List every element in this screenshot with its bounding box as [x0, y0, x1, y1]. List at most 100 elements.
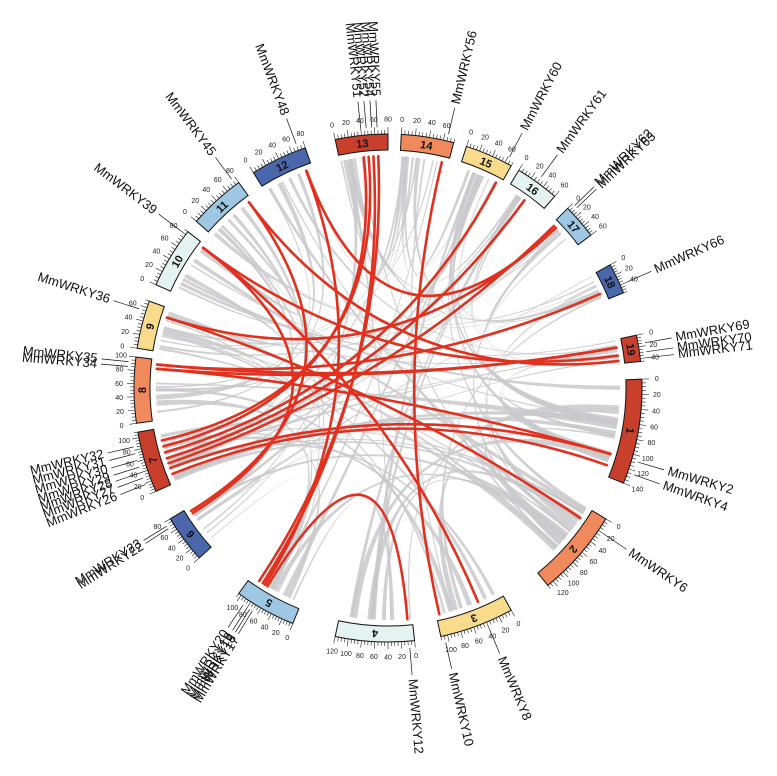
scale-tick	[615, 272, 621, 275]
scale-tick	[505, 156, 508, 162]
scale-tick-label: 60	[475, 639, 483, 646]
scale-tick	[466, 140, 468, 147]
scale-tick	[303, 141, 305, 148]
scale-tick-label: 60	[589, 559, 597, 566]
scale-tick-label: 0	[186, 565, 190, 572]
scale-tick	[344, 638, 345, 642]
scale-tick	[211, 200, 214, 203]
scale-tick-label: 40	[115, 395, 123, 402]
scale-tick	[276, 152, 279, 158]
scale-tick	[223, 186, 227, 191]
scale-tick	[546, 186, 548, 189]
scale-tick	[178, 539, 184, 543]
scale-tick-label: 20	[653, 392, 661, 399]
scale-tick	[164, 260, 167, 262]
scale-tick	[636, 334, 643, 335]
scale-tick	[587, 228, 590, 230]
scale-tick	[582, 221, 585, 224]
scale-tick	[588, 544, 591, 546]
gene-label: MmWRKY55	[366, 21, 384, 97]
scale-tick	[176, 241, 179, 243]
scale-tick	[637, 436, 641, 437]
scale-tick	[508, 161, 510, 165]
scale-tick	[490, 621, 492, 625]
scale-tick	[447, 635, 449, 642]
scale-tick	[639, 425, 646, 426]
scale-tick	[180, 230, 186, 234]
scale-tick	[274, 157, 276, 161]
scale-tick	[341, 134, 342, 138]
scale-tick	[212, 196, 217, 201]
scale-tick	[147, 478, 151, 479]
scale-tick	[619, 281, 623, 283]
scale-tick	[578, 216, 581, 219]
scale-tick	[258, 608, 262, 614]
scale-tick	[136, 440, 140, 441]
scale-tick	[128, 410, 135, 411]
scale-tick	[235, 177, 239, 183]
scale-tick-label: 80	[297, 131, 305, 138]
scale-tick	[256, 606, 258, 609]
scale-tick-label: 80	[116, 367, 124, 374]
scale-tick	[149, 484, 153, 486]
scale-tick	[338, 637, 339, 641]
scale-tick	[201, 211, 204, 214]
scale-tick-label: 100	[118, 438, 130, 445]
scale-tick	[186, 549, 191, 553]
scale-tick-label: 40	[428, 120, 436, 127]
scale-tick	[267, 612, 269, 616]
scale-tick	[163, 255, 169, 259]
scale-tick	[334, 636, 335, 643]
scale-tick	[268, 614, 271, 620]
scale-tick	[142, 465, 146, 466]
scale-tick-label: 40	[548, 173, 556, 180]
scale-tick	[630, 465, 634, 466]
scale-tick	[573, 562, 578, 567]
scale-tick	[429, 131, 430, 138]
scale-tick	[254, 167, 256, 170]
scale-tick	[334, 133, 335, 140]
scale-tick	[137, 446, 141, 447]
scale-tick	[168, 521, 171, 523]
gene-leader-line	[448, 108, 454, 134]
scale-tick	[284, 152, 286, 156]
scale-tick-label: 60	[370, 654, 378, 661]
scale-tick-label: 80	[580, 570, 588, 577]
scale-tick	[247, 602, 251, 608]
scale-tick-label: 100	[568, 580, 580, 587]
scale-tick	[625, 480, 629, 481]
scale-tick-label: 20	[413, 118, 421, 125]
scale-tick	[537, 179, 539, 182]
scale-tick	[244, 599, 246, 602]
scale-tick-label: 120	[637, 471, 649, 478]
scale-tick-label: 0	[414, 653, 418, 660]
scale-tick-label: 40	[125, 315, 133, 322]
scale-tick	[179, 537, 182, 539]
scale-tick	[151, 489, 155, 491]
scale-tick	[137, 330, 141, 331]
scale-tick	[194, 558, 199, 563]
scale-tick	[626, 476, 630, 477]
gene-label: MmWRKY23	[72, 536, 144, 588]
scale-tick	[444, 636, 445, 640]
scale-tick	[426, 133, 427, 137]
scale-tick	[570, 208, 573, 211]
scale-tick-label: 40	[495, 140, 503, 147]
scale-tick-label: 20	[191, 198, 199, 205]
scale-tick	[548, 585, 551, 588]
collinear-links-background	[156, 156, 620, 620]
scale-tick	[534, 177, 536, 180]
scale-tick	[250, 167, 254, 173]
scale-tick	[585, 226, 588, 229]
scale-tick-label: 0	[183, 209, 187, 216]
gene-label: MmWRKY45	[162, 89, 219, 158]
scale-tick	[354, 640, 355, 644]
scale-tick	[178, 238, 181, 240]
scale-tick	[640, 421, 644, 422]
scale-tick	[436, 135, 437, 139]
scale-tick	[639, 428, 643, 429]
